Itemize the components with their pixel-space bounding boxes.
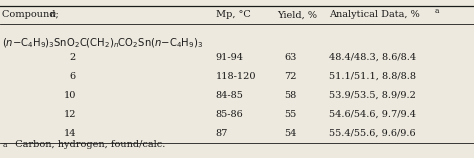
Text: 55: 55 bbox=[284, 110, 297, 119]
Text: 53.9/53.5, 8.9/9.2: 53.9/53.5, 8.9/9.2 bbox=[329, 91, 416, 100]
Text: $(\mathit{n}\mathrm{-C_4H_9})_3\mathrm{SnO_2C(CH_2)_{\mathit{n}}CO_2Sn(}\mathit{: $(\mathit{n}\mathrm{-C_4H_9})_3\mathrm{S… bbox=[2, 36, 203, 50]
Text: 63: 63 bbox=[284, 53, 297, 62]
Text: 91-94: 91-94 bbox=[216, 53, 244, 62]
Text: 85-86: 85-86 bbox=[216, 110, 244, 119]
Text: 6: 6 bbox=[70, 72, 76, 81]
Text: n: n bbox=[49, 10, 55, 19]
Text: Mp, °C: Mp, °C bbox=[216, 10, 250, 19]
Text: a: a bbox=[2, 141, 7, 149]
Text: 51.1/51.1, 8.8/8.8: 51.1/51.1, 8.8/8.8 bbox=[329, 72, 417, 81]
Text: 12: 12 bbox=[64, 110, 76, 119]
Text: 54: 54 bbox=[284, 129, 297, 138]
Text: 72: 72 bbox=[284, 72, 297, 81]
Text: Carbon, hydrogen, found/calc.: Carbon, hydrogen, found/calc. bbox=[9, 140, 166, 149]
Text: 55.4/55.6, 9.6/9.6: 55.4/55.6, 9.6/9.6 bbox=[329, 129, 416, 138]
Text: Compound;: Compound; bbox=[2, 10, 65, 19]
Text: 84-85: 84-85 bbox=[216, 91, 244, 100]
Text: 87: 87 bbox=[216, 129, 228, 138]
Text: 58: 58 bbox=[284, 91, 297, 100]
Text: Analytical Data, %: Analytical Data, % bbox=[329, 10, 420, 19]
Text: 54.6/54.6, 9.7/9.4: 54.6/54.6, 9.7/9.4 bbox=[329, 110, 417, 119]
Text: 14: 14 bbox=[64, 129, 76, 138]
Text: 48.4/48.3, 8.6/8.4: 48.4/48.3, 8.6/8.4 bbox=[329, 53, 417, 62]
Text: 118-120: 118-120 bbox=[216, 72, 256, 81]
Text: 10: 10 bbox=[64, 91, 76, 100]
Text: a: a bbox=[435, 7, 439, 15]
Text: 2: 2 bbox=[70, 53, 76, 62]
Text: Yield, %: Yield, % bbox=[277, 10, 317, 19]
